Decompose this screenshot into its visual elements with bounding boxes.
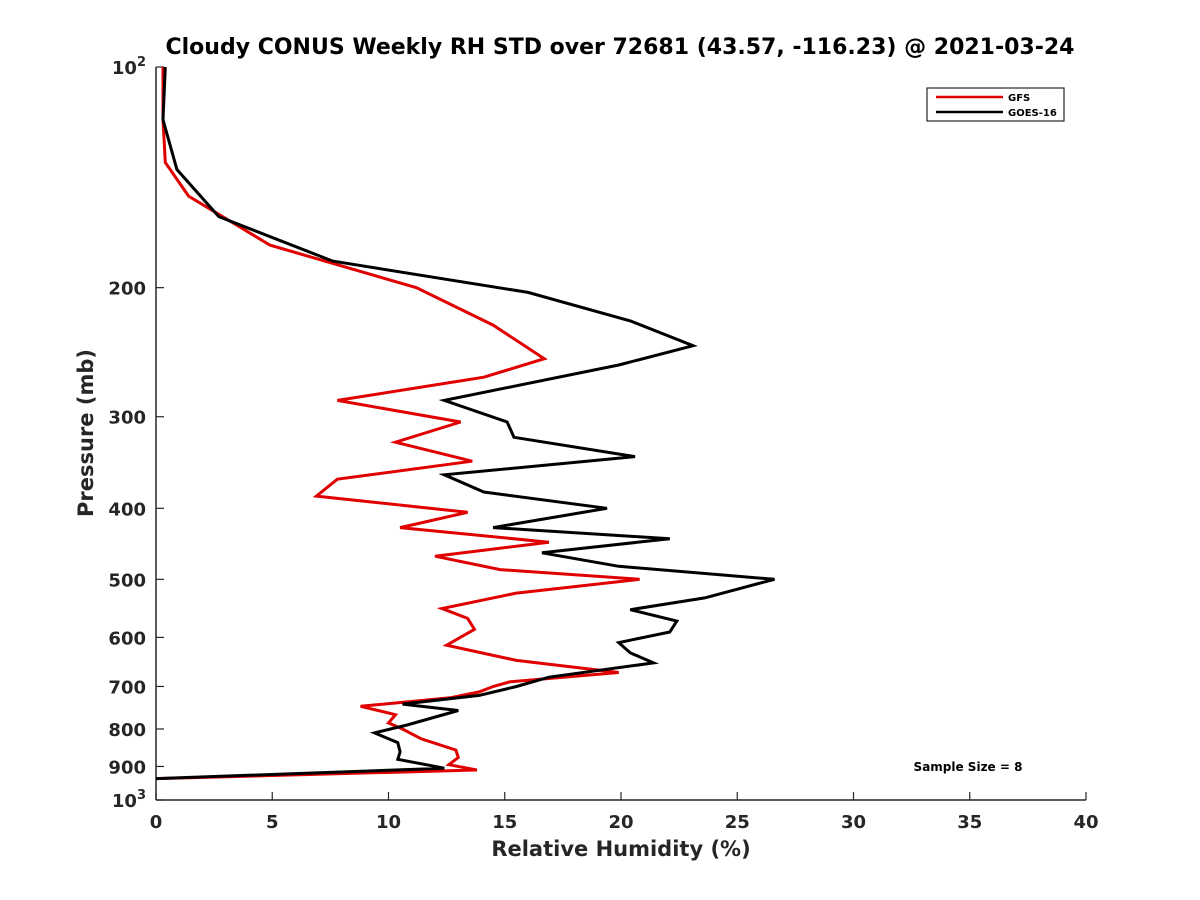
sample-size-annotation: Sample Size = 8: [914, 760, 1023, 774]
legend-box: [926, 87, 1065, 122]
x-tick-label: 35: [957, 812, 982, 833]
y-axis-label: Pressure (mb): [74, 349, 98, 517]
y-tick-label: 200: [108, 279, 146, 300]
y-tick-label: 103: [112, 788, 146, 812]
y-tick-label: 500: [108, 570, 146, 591]
chart-title: Cloudy CONUS Weekly RH STD over 72681 (4…: [166, 35, 1075, 60]
series-lines: [155, 66, 775, 781]
plot-area: 0 5 10 15 20 25 30 35 40 102 200 300 400 500 600 700 80…: [108, 55, 1098, 833]
y-tick-label: 300: [108, 408, 146, 429]
y-tick-label: 600: [108, 628, 146, 649]
series-line-goes-16: [155, 66, 775, 781]
y-tick-label: 102: [112, 55, 146, 79]
x-axis-ticks: 0 5 10 15 20 25 30 35 40: [150, 792, 1099, 833]
y-tick-label: 800: [108, 720, 146, 741]
series-line-gfs: [155, 67, 640, 781]
x-tick-label: 15: [492, 812, 517, 833]
legend-label: GFS: [1008, 93, 1030, 104]
legend-label: GOES-16: [1008, 108, 1057, 119]
x-axis-label: Relative Humidity (%): [491, 837, 750, 861]
x-tick-label: 0: [150, 812, 163, 833]
x-tick-label: 25: [725, 812, 750, 833]
legend: GFS GOES-16: [926, 87, 1065, 122]
x-tick-label: 5: [266, 812, 279, 833]
x-tick-label: 30: [841, 812, 866, 833]
y-tick-label: 400: [108, 499, 146, 520]
x-tick-label: 10: [376, 812, 401, 833]
y-axis-ticks: 102 200 300 400 500 600 700 800 900 103: [108, 55, 164, 812]
x-tick-label: 20: [608, 812, 633, 833]
legend-items: GFS GOES-16: [936, 93, 1057, 119]
x-tick-label: 40: [1073, 812, 1098, 833]
y-tick-label: 900: [108, 757, 146, 778]
y-tick-label: 700: [108, 677, 146, 698]
